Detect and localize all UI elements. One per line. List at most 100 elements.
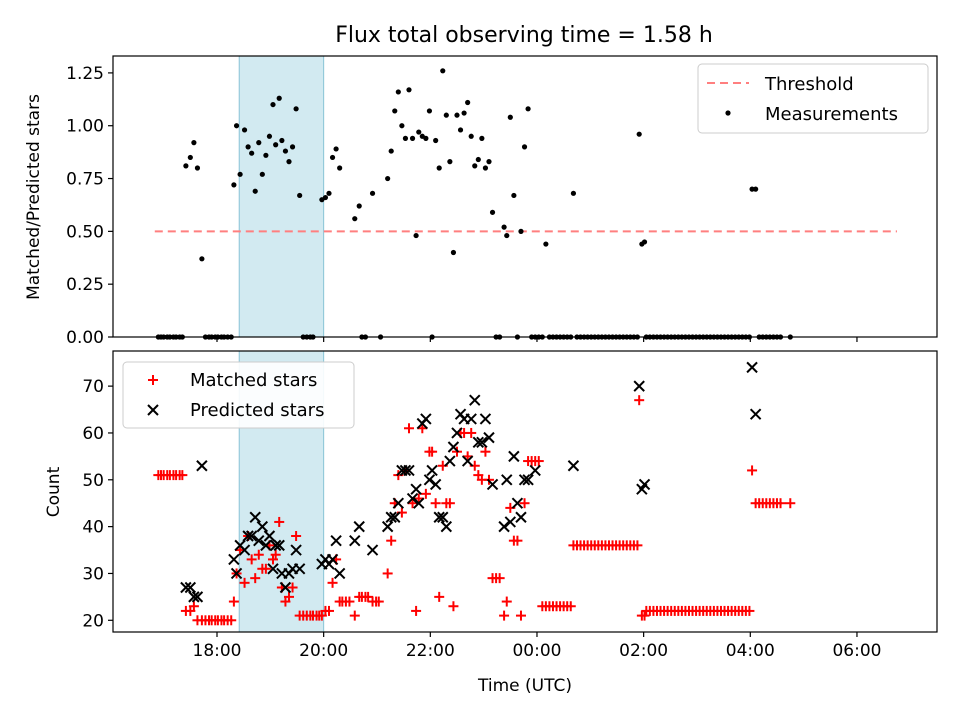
matched-star-point [270, 549, 281, 560]
legend-matched-label: Matched stars [190, 370, 317, 391]
measurement-point [636, 131, 642, 137]
predicted-star-point [256, 520, 269, 533]
predicted-star-point [423, 474, 436, 486]
matched-star-point [274, 516, 285, 527]
predicted-star-point [501, 474, 513, 486]
measurement-point [276, 95, 282, 101]
matched-star-point [744, 605, 755, 616]
measurement-point [413, 232, 419, 239]
measurement-point [406, 87, 412, 93]
measurement-point [504, 232, 510, 239]
predicted-star-point [511, 497, 524, 509]
matched-star-point [260, 563, 271, 574]
top-axes-frame [112, 55, 938, 338]
predicted-star-point [279, 581, 292, 594]
matched-star-point [226, 615, 237, 626]
predicted-star-point [410, 483, 422, 495]
predicted-star-point [403, 464, 415, 477]
predicted-star-point [444, 455, 456, 467]
matched-star-point [349, 610, 360, 621]
bottom-y-tick-label: 60 [82, 424, 104, 444]
measurement-point [392, 108, 398, 114]
predicted-star-point [196, 460, 208, 472]
top-y-tick-label: 1.25 [66, 64, 104, 84]
x-tick-label: 20:00 [299, 641, 348, 661]
measurement-point [241, 127, 248, 133]
measurement-point [479, 135, 485, 141]
predicted-star-point [465, 413, 477, 425]
legend-plus-marker [148, 375, 158, 385]
predicted-star-point [293, 563, 306, 575]
measurement-point [249, 150, 255, 156]
measurement-point [297, 192, 303, 199]
measurement-point [388, 148, 394, 154]
predicted-star-point [504, 516, 517, 528]
measurement-point [399, 123, 405, 129]
bottom-y-tick-label: 50 [82, 471, 104, 491]
measurement-point [457, 127, 464, 133]
measurement-point [507, 114, 513, 120]
measurement-point [489, 209, 496, 215]
legend-matched-swatch [148, 375, 158, 385]
matched-star-point [177, 470, 188, 481]
x-tick-label: 00:00 [512, 641, 561, 661]
bottom-panel: 18:00 20:00 22:00 00:00 02:00 04:00 06:00 20 30… [44, 350, 938, 696]
predicted-star-point [633, 380, 645, 392]
predicted-star-point [451, 427, 463, 439]
predicted-star-point [245, 530, 258, 542]
x-axis-label: Time (UTC) [477, 676, 572, 696]
predicted-star-point [498, 520, 510, 533]
predicted-star-point [529, 464, 541, 477]
matched-star-point [494, 573, 505, 584]
measurement-point [293, 106, 299, 112]
measurement-point [525, 106, 531, 112]
measurement-point [433, 137, 439, 144]
matched-star-point [480, 446, 491, 457]
predicted-star-point [253, 534, 265, 547]
measurement-point [472, 163, 478, 169]
bottom-y-tick-label: 40 [82, 518, 104, 538]
matched-star-point [287, 582, 298, 593]
legend-x-marker [147, 404, 159, 416]
matched-star-point [499, 610, 510, 621]
measurement-point [543, 241, 549, 247]
predicted-star-point [447, 441, 460, 453]
matched-star-point [250, 573, 261, 584]
matched-star-point [466, 427, 477, 438]
top-y-axis-label: Matched/Predicted stars [24, 94, 44, 300]
measurement-point [245, 144, 251, 150]
predicted-star-point [330, 534, 342, 547]
measurement-point [486, 159, 492, 165]
predicted-star-point [429, 478, 442, 491]
measurement-point [194, 165, 201, 171]
predicted-star-point [353, 520, 365, 533]
measurement-point [409, 135, 416, 141]
matched-star-point [632, 540, 643, 551]
measurement-point [475, 156, 481, 163]
measurement-point [570, 190, 577, 196]
measurement-point [256, 140, 262, 146]
measurement-point [329, 154, 336, 161]
predicted-star-point [479, 413, 492, 425]
x-tick-label: 02:00 [619, 641, 668, 661]
measurement-point [237, 171, 243, 177]
measurement-point [231, 182, 237, 188]
bottom-y-tick-label: 20 [82, 611, 104, 631]
predicted-star-point [349, 534, 361, 547]
measurement-point [270, 101, 276, 108]
predicted-star-point [366, 544, 379, 556]
matched-star-point [785, 498, 796, 509]
legend-predicted-swatch [147, 404, 159, 416]
predicted-star-point [269, 539, 282, 552]
measurement-point [199, 256, 205, 262]
measurement-point [191, 140, 197, 146]
predicted-star-point [238, 544, 251, 556]
measurement-point [337, 165, 343, 171]
matched-star-point [253, 549, 264, 560]
top-y-tick-label: 0.00 [66, 328, 104, 348]
matched-star-point [363, 591, 374, 602]
measurement-point [436, 165, 442, 171]
predicted-star-point [413, 497, 425, 509]
measurement-point [322, 194, 329, 201]
